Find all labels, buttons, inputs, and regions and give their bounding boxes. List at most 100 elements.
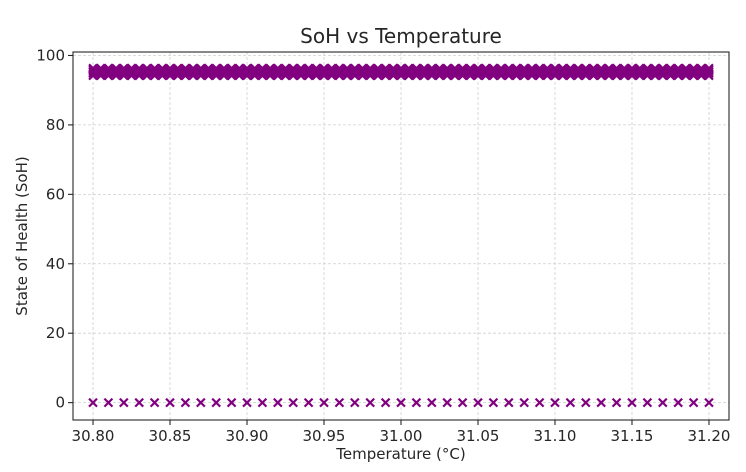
- data-point-marker: [273, 63, 283, 74]
- data-point-marker: [142, 67, 152, 77]
- x-tick-label: 31.15: [611, 427, 654, 445]
- data-point-marker: [296, 67, 306, 77]
- data-point-marker: [604, 67, 614, 77]
- data-point-marker: [303, 65, 314, 75]
- data-point-marker: [126, 67, 137, 77]
- x-tick-label: 31.00: [380, 427, 423, 445]
- data-point-marker: [611, 63, 622, 74]
- data-point-marker: [380, 67, 391, 77]
- data-point-marker: [673, 63, 683, 74]
- data-point-marker: [688, 65, 699, 75]
- data-points: [88, 63, 714, 408]
- data-point-marker: [550, 67, 560, 77]
- data-point-marker: [596, 65, 606, 75]
- data-point-marker: [527, 65, 537, 75]
- y-tick-label: 60: [46, 185, 65, 203]
- data-point-marker: [119, 67, 129, 77]
- data-point-marker: [550, 65, 560, 75]
- data-point-marker: [288, 67, 298, 77]
- data-point-marker: [504, 67, 514, 77]
- data-point-marker: [619, 63, 630, 74]
- data-point-marker: [242, 63, 252, 74]
- data-point-marker: [611, 397, 622, 408]
- data-point-marker: [180, 63, 191, 74]
- data-point-marker: [149, 67, 160, 77]
- data-point-marker: [480, 65, 491, 75]
- data-point-marker: [265, 67, 275, 77]
- data-point-marker: [434, 65, 445, 75]
- data-point-marker: [658, 63, 668, 74]
- data-point-marker: [211, 65, 221, 75]
- data-point-marker: [634, 63, 645, 74]
- data-point-marker: [403, 67, 414, 77]
- data-point-marker: [357, 65, 368, 75]
- data-point-marker: [427, 65, 437, 75]
- data-point-marker: [303, 63, 314, 74]
- data-point-marker: [319, 397, 329, 408]
- data-point-marker: [465, 67, 476, 77]
- data-point-marker: [388, 67, 399, 77]
- data-point-marker: [550, 397, 560, 408]
- x-axis-ticks: 30.80 30.85 30.90 30.95 31.00 31.05 31.10 31.15…: [72, 420, 731, 445]
- data-point-marker: [396, 397, 406, 408]
- data-point-marker: [442, 397, 452, 408]
- data-point-marker: [396, 67, 406, 77]
- data-point-marker: [280, 65, 291, 75]
- data-point-marker: [119, 397, 129, 408]
- data-point-marker: [434, 67, 445, 77]
- y-axis-ticks: 0 20 40 60 80 100: [36, 46, 73, 412]
- data-point-marker: [373, 63, 383, 74]
- data-point-marker: [126, 63, 137, 74]
- data-point-marker: [696, 65, 707, 75]
- data-point-marker: [111, 63, 121, 74]
- data-point-marker: [681, 65, 691, 75]
- data-point-marker: [542, 67, 553, 77]
- data-point-marker: [688, 67, 699, 77]
- data-point-marker: [149, 65, 160, 75]
- data-point-marker: [257, 67, 268, 77]
- data-point-marker: [280, 63, 291, 74]
- data-point-marker: [619, 67, 630, 77]
- data-point-marker: [342, 63, 352, 74]
- data-point-marker: [665, 67, 676, 77]
- data-point-marker: [650, 63, 660, 74]
- data-point-marker: [488, 67, 499, 77]
- data-point-marker: [488, 397, 499, 408]
- data-point-marker: [319, 65, 329, 75]
- x-tick-label: 31.10: [534, 427, 577, 445]
- data-point-marker: [565, 397, 576, 408]
- x-tick-label: 30.85: [149, 427, 192, 445]
- data-point-marker: [111, 65, 121, 75]
- data-point-marker: [249, 67, 260, 77]
- x-tick-label: 31.20: [688, 427, 731, 445]
- data-point-marker: [473, 397, 483, 408]
- data-point-marker: [642, 67, 653, 77]
- data-point-marker: [519, 397, 529, 408]
- data-point-marker: [157, 65, 168, 75]
- data-point-marker: [611, 65, 622, 75]
- data-point-marker: [149, 63, 160, 74]
- data-point-marker: [473, 65, 483, 75]
- data-point-marker: [581, 65, 591, 75]
- data-point-marker: [581, 397, 591, 408]
- data-point-marker: [219, 65, 229, 75]
- y-tick-label: 20: [46, 324, 65, 342]
- data-point-marker: [411, 63, 422, 74]
- data-point-marker: [311, 67, 322, 77]
- data-point-marker: [573, 63, 583, 74]
- data-point-marker: [142, 65, 152, 75]
- data-point-marker: [627, 397, 637, 408]
- data-point-marker: [534, 65, 545, 75]
- data-point-marker: [457, 67, 468, 77]
- data-point-marker: [157, 63, 168, 74]
- data-point-marker: [658, 67, 668, 77]
- data-point-marker: [288, 65, 298, 75]
- data-point-marker: [126, 65, 137, 75]
- data-point-marker: [165, 397, 175, 408]
- data-point-marker: [319, 63, 329, 74]
- data-point-marker: [488, 63, 499, 74]
- data-point-marker: [688, 63, 699, 74]
- data-point-marker: [634, 67, 645, 77]
- data-point-marker: [573, 65, 583, 75]
- data-point-marker: [95, 63, 106, 74]
